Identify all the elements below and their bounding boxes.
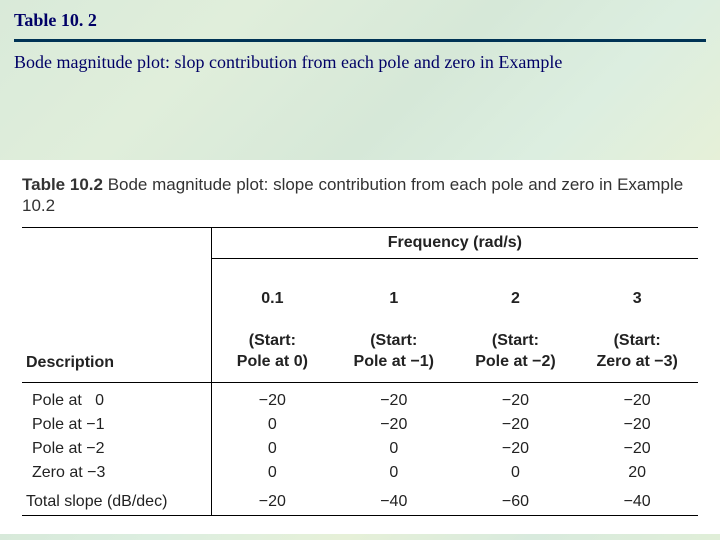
row-label-1: Pole at −1 <box>22 413 211 437</box>
cell: −20 <box>576 413 698 437</box>
cell: 20 <box>576 461 698 485</box>
cell: 0 <box>455 461 577 485</box>
cell: 0 <box>211 461 333 485</box>
col-start-1: (Start: Pole at −1) <box>354 332 434 370</box>
cell: −20 <box>455 437 577 461</box>
table-caption: Table 10.2 Bode magnitude plot: slope co… <box>22 174 698 217</box>
cell: −20 <box>333 389 455 413</box>
col-head-3: 3 (Start: Zero at −3) <box>576 258 698 383</box>
table-row: Pole at −2 0 0 −20 −20 <box>22 437 698 461</box>
col-start-3: (Start: Zero at −3) <box>596 332 677 370</box>
col-freq-0: 0.1 <box>261 290 283 307</box>
cell: 0 <box>211 413 333 437</box>
col-head-2: 2 (Start: Pole at −2) <box>455 258 577 383</box>
col-freq-2: 2 <box>511 290 520 307</box>
slide-subtitle: Bode magnitude plot: slop contribution f… <box>0 52 720 83</box>
row-label-3: Zero at −3 <box>22 461 211 485</box>
freq-header-row: Frequency (rad/s) <box>22 227 698 258</box>
title-divider <box>14 39 706 42</box>
cell: −20 <box>576 437 698 461</box>
col-head-1: 1 (Start: Pole at −1) <box>333 258 455 383</box>
total-cell: −60 <box>455 485 577 516</box>
total-cell: −40 <box>333 485 455 516</box>
column-header-row: Description 0.1 (Start: Pole at 0) 1 (St… <box>22 258 698 383</box>
slope-table: Frequency (rad/s) Description 0.1 (Start… <box>22 227 698 516</box>
slide-title: Table 10. 2 <box>0 0 720 35</box>
table-row: Pole at 0 −20 −20 −20 −20 <box>22 389 698 413</box>
cell: 0 <box>333 461 455 485</box>
cell: −20 <box>333 413 455 437</box>
cell: 0 <box>211 437 333 461</box>
cell: −20 <box>576 389 698 413</box>
table-caption-label: Table 10.2 <box>22 175 103 194</box>
col-freq-3: 3 <box>633 290 642 307</box>
frequency-unit-header: Frequency (rad/s) <box>211 227 698 258</box>
total-cell: −40 <box>576 485 698 516</box>
table-panel: Table 10.2 Bode magnitude plot: slope co… <box>0 160 720 534</box>
col-start-0: (Start: Pole at 0) <box>237 332 308 370</box>
table-caption-text: Bode magnitude plot: slope contribution … <box>22 175 683 215</box>
cell: 0 <box>333 437 455 461</box>
col-start-2: (Start: Pole at −2) <box>475 332 555 370</box>
description-header: Description <box>22 258 211 383</box>
col-head-0: 0.1 (Start: Pole at 0) <box>211 258 333 383</box>
cell: −20 <box>455 413 577 437</box>
row-label-0: Pole at 0 <box>22 389 211 413</box>
col-freq-1: 1 <box>389 290 398 307</box>
total-row: Total slope (dB/dec) −20 −40 −60 −40 <box>22 485 698 516</box>
total-cell: −20 <box>211 485 333 516</box>
cell: −20 <box>211 389 333 413</box>
table-row: Pole at −1 0 −20 −20 −20 <box>22 413 698 437</box>
table-row: Zero at −3 0 0 0 20 <box>22 461 698 485</box>
total-label: Total slope (dB/dec) <box>22 485 211 516</box>
row-label-2: Pole at −2 <box>22 437 211 461</box>
cell: −20 <box>455 389 577 413</box>
